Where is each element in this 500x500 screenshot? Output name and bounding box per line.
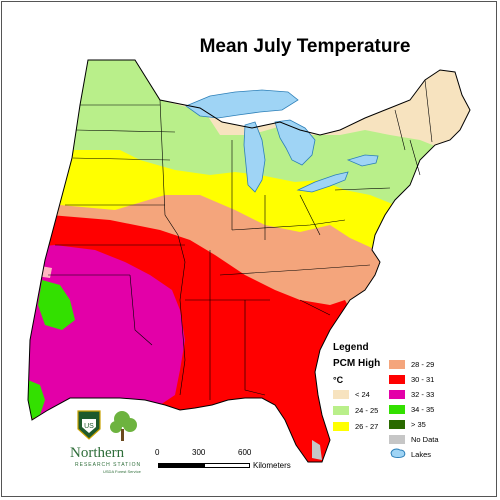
logo-subtitle: RESEARCH STATION bbox=[75, 462, 142, 468]
legend-label-lt24: < 24 bbox=[355, 390, 370, 399]
legend-swatch-lt24 bbox=[333, 390, 349, 399]
scale-tick-0: 0 bbox=[155, 448, 160, 457]
legend-label-30-31: 30 - 31 bbox=[411, 375, 435, 384]
scale-unit: Kilometers bbox=[253, 461, 291, 470]
scale-segment-1 bbox=[158, 463, 204, 468]
lake-erie bbox=[296, 171, 349, 193]
legend-swatch-26-27 bbox=[333, 422, 349, 431]
legend-label-34-35: 34 - 35 bbox=[411, 405, 435, 414]
legend-unit: °C bbox=[333, 375, 344, 385]
legend-label-26-27: 26 - 27 bbox=[355, 422, 379, 431]
legend-swatch-28-29 bbox=[389, 360, 405, 369]
legend-label-no-data: No Data bbox=[411, 435, 439, 444]
shield-text: US bbox=[84, 423, 94, 430]
legend-swatch-gt35 bbox=[389, 420, 405, 429]
legend-label-28-29: 28 - 29 bbox=[411, 360, 435, 369]
zone-no-data bbox=[312, 440, 322, 460]
zone-34-35-south bbox=[28, 380, 45, 420]
map-title: Mean July Temperature bbox=[199, 36, 411, 57]
legend-label-gt35: > 35 bbox=[411, 420, 426, 429]
country-outline bbox=[27, 59, 471, 463]
legend: Legend PCM High °C < 24 24 - 25 26 - 27 … bbox=[333, 342, 493, 482]
scale-tick-600: 600 bbox=[238, 448, 252, 457]
lake-ontario bbox=[346, 154, 379, 167]
legend-label-lakes: Lakes bbox=[411, 450, 432, 459]
logo-agency: USDA Forest Service bbox=[103, 469, 141, 474]
legend-swatch-34-35 bbox=[389, 405, 405, 414]
legend-label-32-33: 32 - 33 bbox=[411, 390, 435, 399]
legend-swatch-24-25 bbox=[333, 406, 349, 415]
northern-research-station-logo: US Northern RESEARCH STATION USDA Forest… bbox=[70, 405, 165, 485]
logo-name: Northern bbox=[70, 445, 125, 461]
scale-bar: 0 300 600 Kilometers bbox=[150, 448, 310, 478]
legend-swatch-no-data bbox=[389, 435, 405, 444]
state-boundaries bbox=[48, 79, 433, 400]
lake-superior bbox=[185, 89, 299, 119]
forest-service-shield-icon: US bbox=[77, 410, 137, 441]
legend-scenario: PCM High bbox=[333, 358, 381, 369]
lake-michigan bbox=[243, 121, 266, 193]
tree-icon bbox=[110, 411, 137, 441]
scale-tick-300: 300 bbox=[192, 448, 206, 457]
lake-icon bbox=[390, 448, 406, 458]
scale-segment-2 bbox=[204, 463, 250, 468]
legend-heading: Legend bbox=[333, 342, 369, 353]
legend-label-24-25: 24 - 25 bbox=[355, 406, 379, 415]
legend-swatch-32-33 bbox=[389, 390, 405, 399]
zone-34-35 bbox=[38, 280, 75, 330]
legend-swatch-30-31 bbox=[389, 375, 405, 384]
